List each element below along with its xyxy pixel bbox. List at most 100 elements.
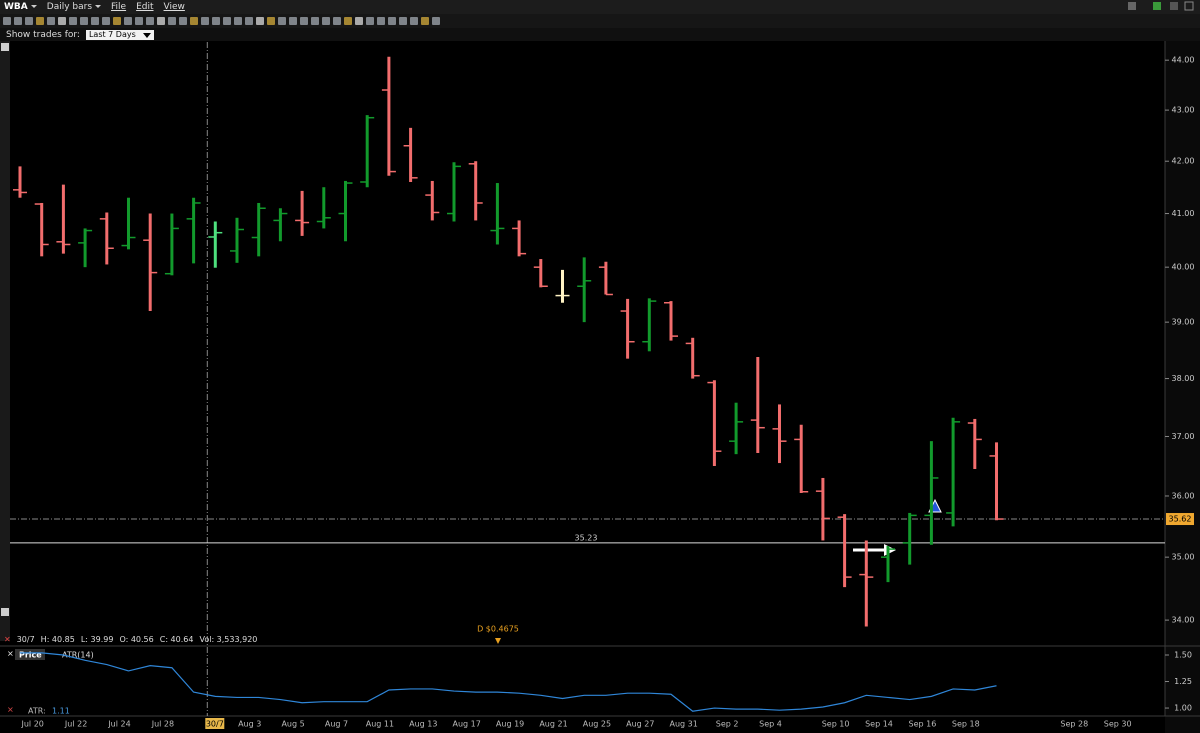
y-tick-label: 1.00 bbox=[1174, 704, 1192, 713]
plot-layer bbox=[10, 42, 1165, 716]
info-date: 30/7 bbox=[16, 635, 35, 644]
tool-icon[interactable] bbox=[146, 17, 154, 25]
caret bbox=[30, 5, 37, 8]
x-tick-label: Sep 14 bbox=[865, 720, 893, 729]
tool-icon[interactable] bbox=[377, 17, 385, 25]
tool-icon[interactable] bbox=[289, 17, 297, 25]
symbol: WBA bbox=[4, 2, 28, 12]
y-tick-label: 40.00 bbox=[1172, 263, 1195, 272]
arrow-head bbox=[884, 544, 896, 556]
x-tick-label: Sep 16 bbox=[908, 720, 936, 729]
expand-icon[interactable] bbox=[1184, 1, 1194, 11]
y-tick-label: 36.00 bbox=[1172, 491, 1195, 500]
x-tick-label: Aug 3 bbox=[238, 720, 261, 729]
symbol-menu[interactable]: WBA bbox=[4, 2, 37, 12]
tool-icon[interactable] bbox=[14, 17, 22, 25]
tool-icon[interactable] bbox=[256, 17, 264, 25]
x-tick-label: Sep 28 bbox=[1060, 720, 1088, 729]
menu-item[interactable]: File bbox=[111, 2, 127, 12]
tool-icon[interactable] bbox=[135, 17, 143, 25]
indicator-name: ATR(14) bbox=[62, 651, 94, 660]
tool-icon[interactable] bbox=[69, 17, 77, 25]
tool-icon[interactable] bbox=[245, 17, 253, 25]
link-icon[interactable] bbox=[1153, 2, 1161, 10]
tool-icon[interactable] bbox=[355, 17, 363, 25]
tool-icon[interactable] bbox=[344, 17, 352, 25]
x-tick-label: Aug 5 bbox=[281, 720, 304, 729]
menu-item[interactable]: View bbox=[163, 2, 185, 12]
info-line: ✕ 30/7 H: 40.85 L: 39.99 O: 40.56 C: 40.… bbox=[0, 634, 257, 645]
x-tick-label: Aug 31 bbox=[670, 720, 698, 729]
tab[interactable] bbox=[15, 649, 45, 660]
tool-icon[interactable] bbox=[333, 17, 341, 25]
filter-select[interactable]: Last 7 Days bbox=[85, 29, 154, 40]
last-price-label: 35.62 bbox=[1169, 515, 1192, 524]
y-tick-label: 38.00 bbox=[1172, 374, 1195, 383]
close-indicator[interactable]: ✕ bbox=[7, 706, 14, 715]
x-tick-label: Sep 4 bbox=[759, 720, 782, 729]
settings-icon[interactable] bbox=[1170, 2, 1178, 10]
tool-icon[interactable] bbox=[3, 17, 11, 25]
filter-label: Show trades for: bbox=[6, 29, 80, 40]
tool-icon[interactable] bbox=[25, 17, 33, 25]
x-tick-label: 30/7 bbox=[206, 720, 224, 729]
x-tick-label: Aug 19 bbox=[496, 720, 524, 729]
x-tick-label: Sep 18 bbox=[952, 720, 980, 729]
tool-icon[interactable] bbox=[432, 17, 440, 25]
tool-icon[interactable] bbox=[278, 17, 286, 25]
tool-icon[interactable] bbox=[36, 17, 44, 25]
tool-icon[interactable] bbox=[168, 17, 176, 25]
tool-icon[interactable] bbox=[223, 17, 231, 25]
caret bbox=[95, 5, 102, 8]
tool-icon[interactable] bbox=[234, 17, 242, 25]
tool-icon[interactable] bbox=[300, 17, 308, 25]
x-tick-label: Sep 10 bbox=[822, 720, 850, 729]
reference-label: 35.23 bbox=[575, 533, 598, 542]
scroll-down[interactable] bbox=[1, 608, 9, 616]
tool-icon[interactable] bbox=[267, 17, 275, 25]
tool-icon[interactable] bbox=[102, 17, 110, 25]
tool-icon[interactable] bbox=[212, 17, 220, 25]
tool-icon[interactable] bbox=[421, 17, 429, 25]
scrollbar[interactable] bbox=[0, 41, 10, 641]
tool-icon[interactable] bbox=[179, 17, 187, 25]
x-tick-label: Aug 17 bbox=[453, 720, 481, 729]
x-tick-label: Jul 20 bbox=[21, 720, 44, 729]
close-panel[interactable]: ✕ bbox=[7, 650, 14, 659]
period-menu[interactable]: Daily bars bbox=[47, 2, 102, 12]
x-tick-label: Aug 25 bbox=[583, 720, 611, 729]
tool-icon[interactable] bbox=[113, 17, 121, 25]
close-info[interactable]: ✕ bbox=[4, 635, 11, 644]
tool-icon[interactable] bbox=[399, 17, 407, 25]
window-icon[interactable] bbox=[1128, 2, 1136, 10]
x-tick-label: Aug 13 bbox=[409, 720, 437, 729]
tool-icon[interactable] bbox=[124, 17, 132, 25]
tool-icon[interactable] bbox=[311, 17, 319, 25]
tool-icon[interactable] bbox=[47, 17, 55, 25]
tool-icon[interactable] bbox=[157, 17, 165, 25]
toolbar bbox=[0, 14, 1200, 28]
tool-icon[interactable] bbox=[388, 17, 396, 25]
info-field: Vol: 3,533,920 bbox=[199, 635, 258, 644]
tool-icon[interactable] bbox=[91, 17, 99, 25]
tool-icon[interactable] bbox=[190, 17, 198, 25]
tool-icon[interactable] bbox=[410, 17, 418, 25]
tool-icon[interactable] bbox=[366, 17, 374, 25]
y-tick-label: 37.00 bbox=[1172, 432, 1195, 441]
tool-icon[interactable] bbox=[322, 17, 330, 25]
price-axis bbox=[1165, 41, 1200, 733]
x-tick-label: Jul 24 bbox=[107, 720, 130, 729]
y-tick-label: 1.25 bbox=[1174, 677, 1192, 686]
y-tick-label: 35.00 bbox=[1172, 553, 1195, 562]
tool-icon[interactable] bbox=[201, 17, 209, 25]
last-price-tag bbox=[1166, 513, 1194, 526]
x-tick-label: Aug 21 bbox=[539, 720, 567, 729]
tool-icon[interactable] bbox=[58, 17, 66, 25]
filter-bar: Show trades for: Last 7 Days bbox=[0, 28, 1200, 41]
x-tick-label: Aug 11 bbox=[366, 720, 394, 729]
tool-icon[interactable] bbox=[80, 17, 88, 25]
menu-item[interactable]: Edit bbox=[136, 2, 154, 12]
scroll-up[interactable] bbox=[1, 43, 9, 51]
